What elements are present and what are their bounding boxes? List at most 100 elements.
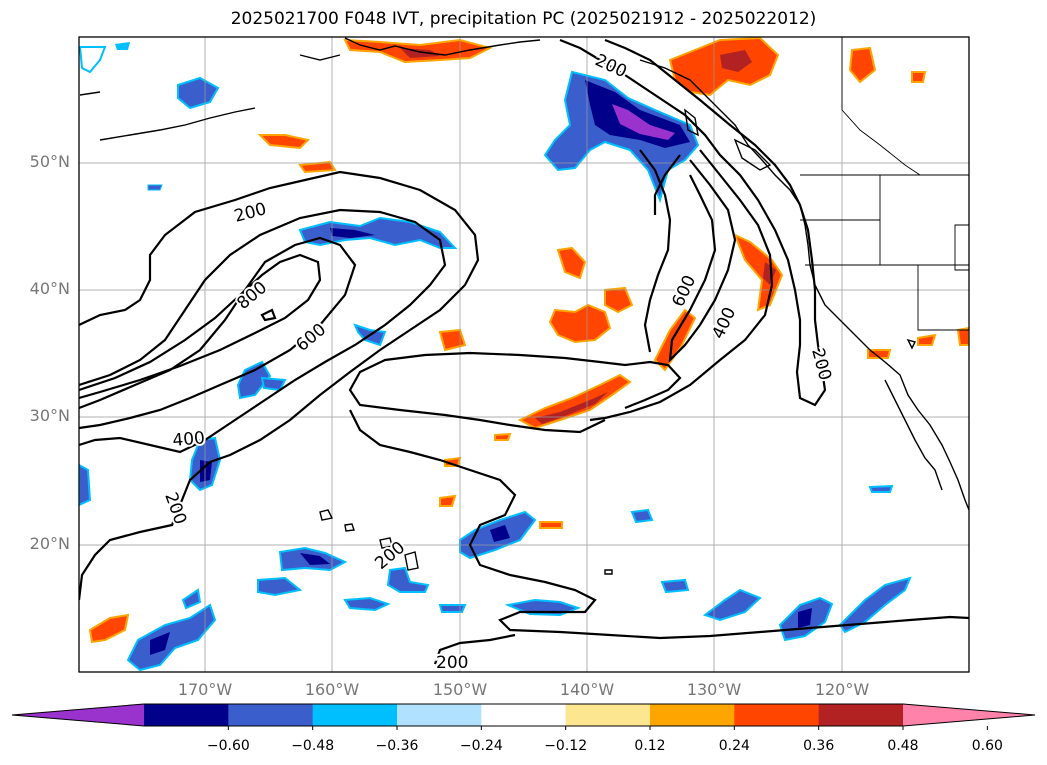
precip-blob-blue-10: [257, 576, 303, 597]
precip-blob-darkblue-45n: [330, 228, 375, 238]
colorbar-tick-label: 0.12: [634, 738, 666, 754]
gridlines: [79, 37, 969, 672]
precip-blob-blue-23: [181, 588, 202, 610]
colorbar-bin: [734, 704, 820, 726]
colorbar-bin: [481, 704, 567, 726]
colorbar-tick-label: −0.12: [544, 738, 588, 754]
precip-blob-orange-14: [539, 521, 563, 529]
precip-blob-orange-11: [917, 333, 937, 346]
precip-blob-darkred-6: [763, 262, 776, 285]
precip-blob-darkblue-11: [150, 632, 170, 655]
precip-blob-orange-9: [88, 613, 130, 644]
precip-blob-blue-17: [630, 508, 654, 524]
ivt-contour-800: [79, 253, 322, 400]
ivt-contour-200-west: [79, 170, 480, 601]
precip-blob-blue-13: [386, 566, 430, 593]
precip-blob-darkblue-9: [300, 553, 330, 565]
precip-blob-orange-1: [548, 303, 612, 344]
lat-label-30n: 30°N: [29, 406, 70, 425]
colorbar-tick-label: −0.60: [206, 738, 250, 754]
colorbar-tick-label: 0.60: [971, 738, 1003, 754]
ivt-contour-200-south: [433, 633, 516, 665]
precip-blob-darkblue-14: [490, 525, 510, 542]
colorbar-bin: [312, 704, 398, 726]
precip-blob-darkred-alaska: [400, 48, 440, 58]
precip-blob-darkblue-20: [798, 608, 812, 628]
precip-blob-orange-4: [438, 328, 467, 352]
ivt-contour-800-island: [260, 308, 277, 322]
precip-blob-blue-11: [126, 603, 217, 672]
colorbar-outline: [11, 703, 1036, 727]
precip-blob-darkred-bc: [720, 50, 752, 72]
lat-label-20n: 20°N: [29, 534, 70, 553]
ivt-contour-400-east: [589, 149, 774, 422]
ivt-contour-200-central-b: [349, 409, 969, 640]
colorbar-tick-label: 0.48: [887, 738, 919, 754]
lon-label-170w: 170°W: [177, 680, 233, 699]
precip-blob-orange-ar: [517, 373, 632, 430]
lon-label-140w: 140°W: [559, 680, 615, 699]
ivt-contour-400-east-b: [639, 149, 672, 353]
precip-blob-orange-3: [604, 286, 634, 314]
precip-blob-orange-10: [956, 326, 969, 346]
lon-label-120w: 120°W: [814, 680, 870, 699]
lon-label-130w: 130°W: [686, 680, 742, 699]
ivt-contour-200-central: [348, 351, 682, 434]
colorbar-bin: [818, 704, 904, 726]
precip-blob-orange-5: [653, 308, 697, 372]
borders: [800, 37, 969, 331]
lat-label-50n: 50°N: [29, 152, 70, 171]
ivt-contour-600: [79, 236, 357, 430]
chart-title: 2025021700 F048 IVT, precipitation PC (2…: [230, 9, 817, 29]
ivt-contours: [79, 38, 969, 665]
precip-blob-blue-2: [79, 46, 107, 74]
precip-blob-blue-8: [79, 463, 92, 507]
precip-blob-blue-12: [343, 596, 391, 612]
map-frame: [78, 36, 970, 673]
precip-blob-blue-24: [147, 184, 163, 191]
colorbar-bin: [565, 704, 651, 726]
precip-blob-blue-5: [236, 360, 272, 400]
colorbar-tick-label: 0.24: [718, 738, 750, 754]
ivt-contour-400: [79, 208, 447, 454]
precip-blob-purple-goa: [612, 104, 675, 140]
precip-blob-blue-45n: [298, 216, 458, 249]
precip-blob-orange-nw: [848, 46, 877, 84]
precip-blob-orange-7: [257, 134, 311, 150]
precip-positive-anomalies: [88, 37, 969, 644]
precip-blob-blue-19: [702, 588, 762, 622]
ivt-contour-600-east: [668, 159, 737, 363]
colorbar-tick-label: −0.36: [375, 738, 419, 754]
colorbar-bin: [650, 704, 735, 726]
precip-blob-orange-2: [556, 246, 587, 280]
lon-label-160w: 160°W: [304, 680, 360, 699]
precip-blob-blue-1: [177, 76, 220, 110]
precip-blob-orange-nw2: [911, 71, 927, 83]
colorbar-bin: [228, 704, 314, 726]
colorbar-tick-label: −0.48: [291, 738, 335, 754]
colorbar-extend-min: [12, 704, 144, 726]
lat-label-40n: 40°N: [29, 279, 70, 298]
colorbar: [11, 703, 1036, 730]
contour-label: 400: [172, 428, 206, 451]
precip-negative-anomalies: [79, 42, 912, 672]
precip-blob-orange-13: [439, 494, 457, 507]
lon-label-150w: 150°W: [432, 680, 488, 699]
precip-blob-blue-21: [838, 576, 912, 634]
colorbar-tick-label: −0.24: [459, 738, 503, 754]
precip-blob-blue-22: [868, 484, 894, 493]
colorbar-bin: [397, 704, 482, 726]
precip-blob-darkblue-7: [200, 460, 212, 482]
precip-blob-blue-16: [438, 604, 467, 613]
precip-blob-orange-15: [494, 432, 512, 441]
ivt-contour-200-east: [559, 38, 827, 407]
map-content: 200 200 800 600 400 200 200 200 600 400 …: [79, 37, 969, 673]
colorbar-bin: [144, 704, 229, 726]
contour-label: 200: [436, 653, 468, 673]
colorbar-tick-label: 0.36: [803, 738, 835, 754]
precip-blob-blue-18: [660, 578, 690, 594]
precip-blob-darkred-ar: [535, 392, 608, 424]
colorbar-extend-max: [903, 704, 1035, 726]
precip-blob-blue-3: [115, 42, 130, 50]
